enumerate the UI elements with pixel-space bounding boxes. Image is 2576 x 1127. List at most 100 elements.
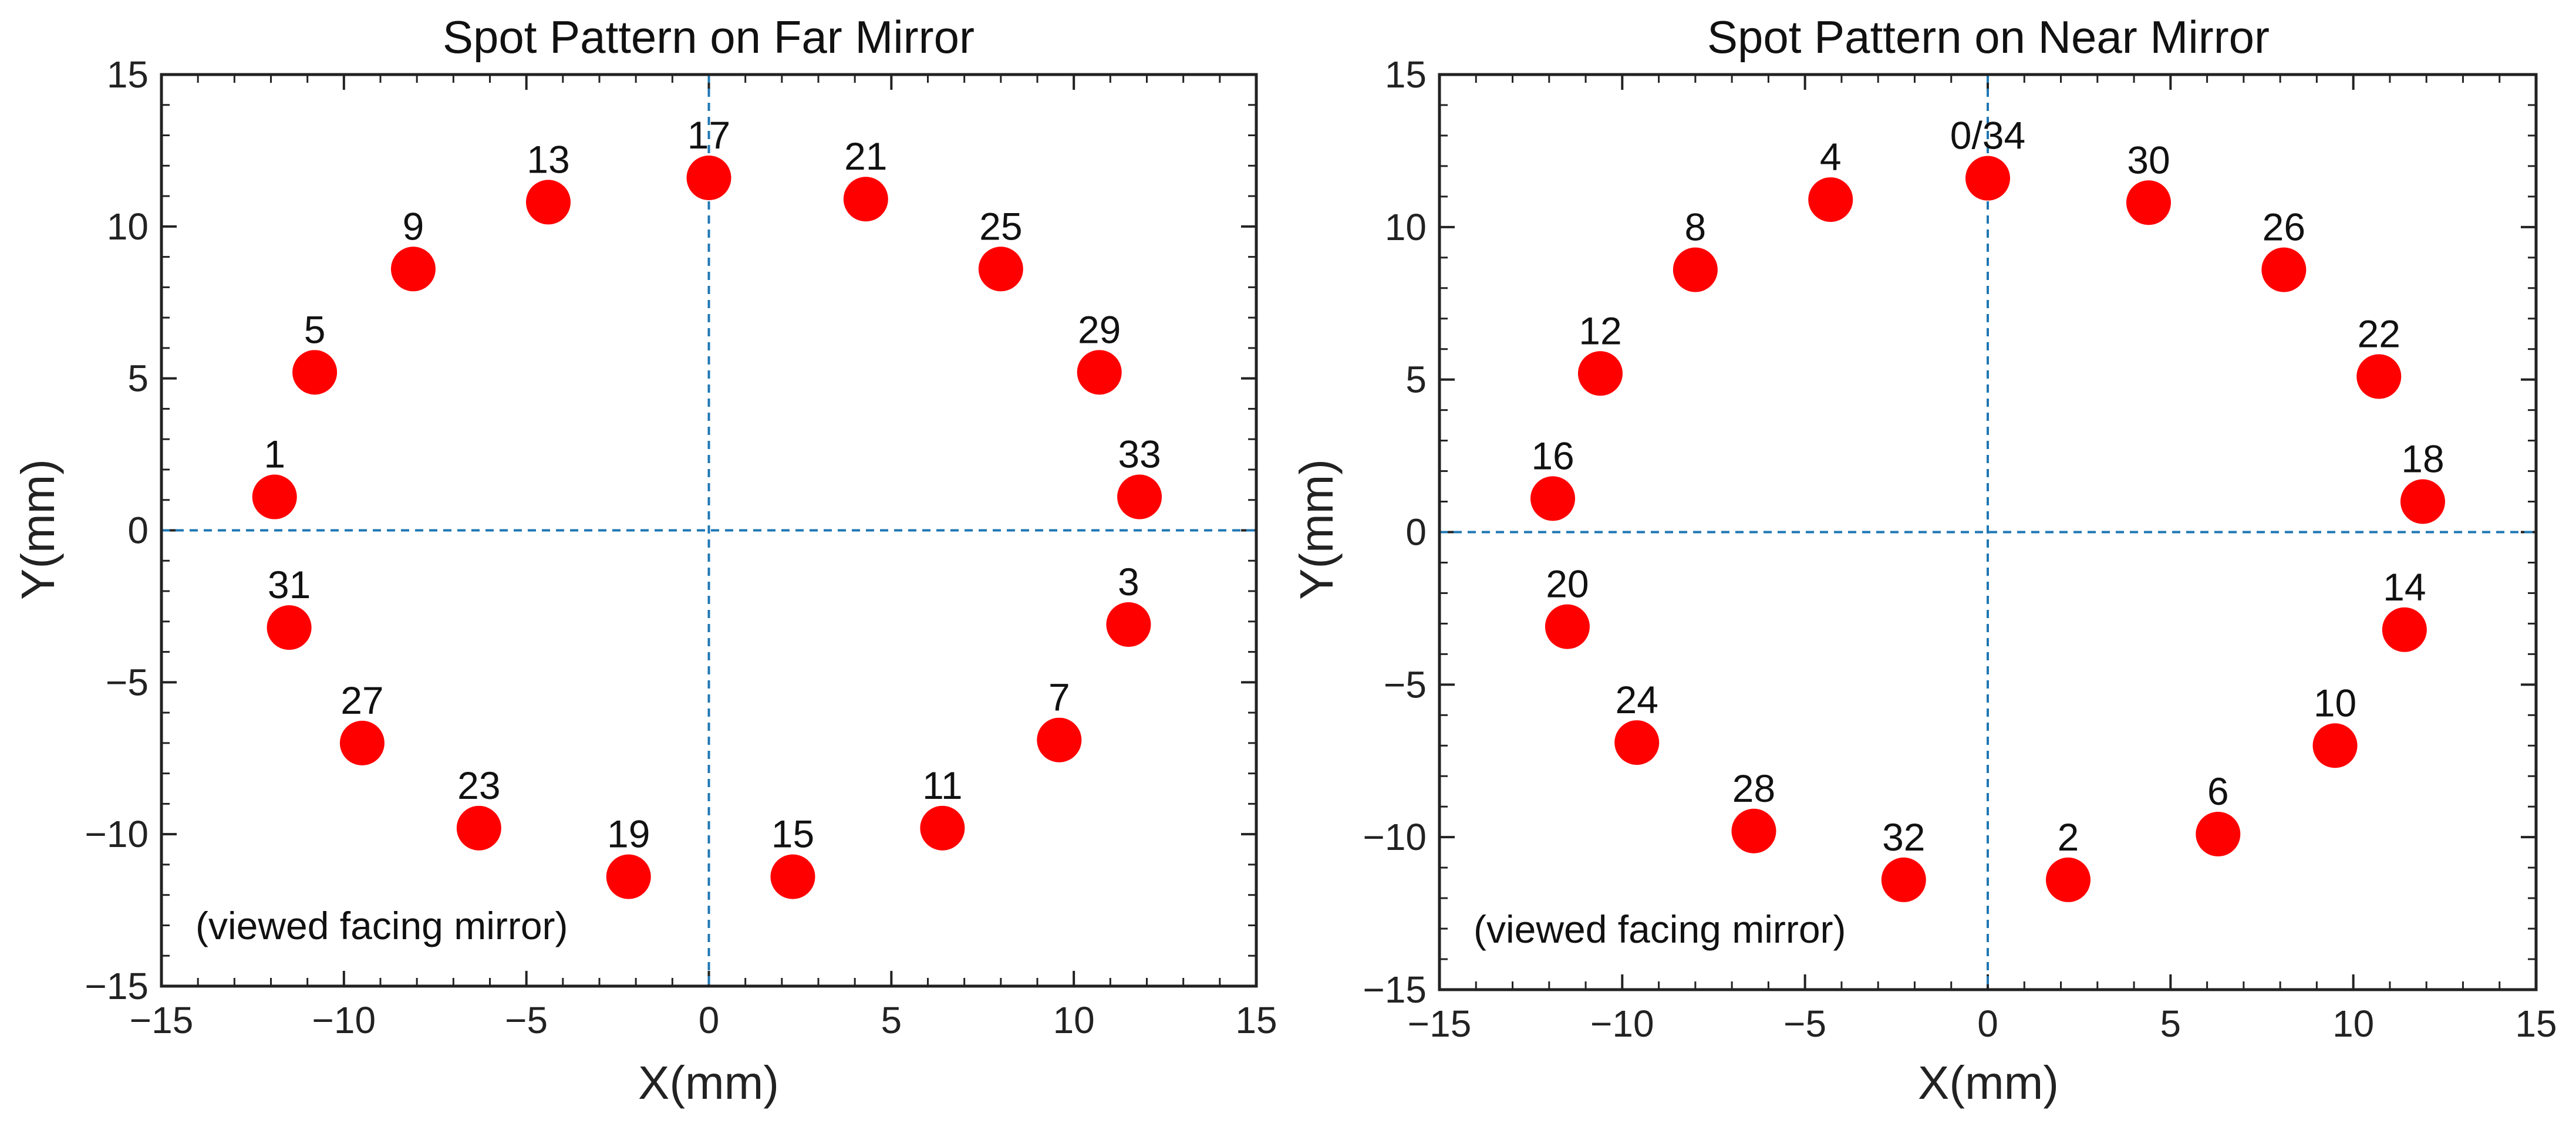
near-mirror-spot-label: 12 <box>1579 309 1621 352</box>
far-mirror-y-tick-label: −15 <box>85 965 149 1007</box>
far-mirror-x-tick-label: −15 <box>130 999 194 1041</box>
near-mirror-spot-label: 24 <box>1616 678 1658 721</box>
far-mirror-spot-27 <box>339 720 385 765</box>
near-mirror-x-tick-label: 15 <box>2515 1003 2557 1045</box>
near-mirror-x-label: X(mm) <box>1918 1057 2059 1109</box>
near-mirror-spot-label: 14 <box>2383 565 2426 609</box>
far-mirror-x-tick-label: 10 <box>1053 999 1095 1041</box>
far-mirror-x-label: X(mm) <box>638 1057 779 1109</box>
far-mirror-spot-1 <box>252 474 297 519</box>
near-mirror-spot-12 <box>1577 351 1623 396</box>
near-mirror-spot-14 <box>2382 607 2427 652</box>
far-mirror-orientation-note: (viewed facing mirror) <box>195 904 568 947</box>
far-mirror-spot-label: 17 <box>687 113 730 157</box>
near-mirror-spot-26 <box>2261 247 2307 292</box>
near-mirror-spot-28 <box>1731 808 1776 853</box>
far-mirror-x-tick-label: 0 <box>699 999 720 1041</box>
far-mirror-spot-5 <box>292 350 338 395</box>
near-mirror-spot-20 <box>1545 604 1590 649</box>
far-mirror-spot-label: 31 <box>268 563 311 606</box>
far-mirror-spot-29 <box>1077 350 1122 395</box>
near-mirror-spot-label: 8 <box>1685 205 1707 249</box>
far-mirror-spot-15 <box>770 854 815 899</box>
far-mirror-spot-label: 7 <box>1048 676 1070 719</box>
far-mirror-spot-label: 27 <box>340 679 383 722</box>
far-mirror-spot-label: 33 <box>1118 433 1161 476</box>
near-mirror-panel: Spot Pattern on Near Mirror X(mm) Y(mm) … <box>1290 11 2557 1109</box>
far-mirror-spot-19 <box>606 854 651 899</box>
near-mirror-x-tick-label: 10 <box>2332 1003 2374 1045</box>
far-mirror-x-tick-label: −5 <box>505 999 548 1041</box>
near-mirror-spot-label: 4 <box>1820 135 1842 178</box>
far-mirror-spot-7 <box>1037 717 1082 762</box>
far-mirror-spot-21 <box>843 177 888 222</box>
far-mirror-spot-label: 5 <box>304 308 326 351</box>
far-mirror-spot-label: 21 <box>844 134 887 178</box>
near-mirror-spot-18 <box>2400 479 2445 524</box>
near-mirror-x-tick-label: −10 <box>1590 1003 1654 1045</box>
far-mirror-y-tick-label: 15 <box>107 53 149 96</box>
near-mirror-y-tick-label: −15 <box>1363 969 1427 1011</box>
near-mirror-y-tick-label: 5 <box>1405 359 1427 401</box>
far-mirror-spot-33 <box>1117 474 1162 519</box>
near-mirror-spot-30 <box>2126 180 2171 225</box>
near-mirror-spot-32 <box>1881 857 1926 902</box>
far-mirror-spot-label: 19 <box>607 812 650 856</box>
near-mirror-y-label: Y(mm) <box>1290 459 1343 600</box>
near-mirror-spot-label: 6 <box>2207 770 2229 813</box>
far-mirror-spot-label: 29 <box>1078 308 1121 351</box>
far-mirror-spot-label: 13 <box>527 137 569 181</box>
near-mirror-x-tick-label: 0 <box>1977 1003 1998 1045</box>
near-mirror-spot-0-34 <box>1965 156 2010 201</box>
near-mirror-spot-label: 20 <box>1546 562 1589 606</box>
near-mirror-spot-label: 16 <box>1531 434 1574 477</box>
far-mirror-y-tick-label: −5 <box>106 661 149 703</box>
far-mirror-spot-label: 23 <box>457 764 500 807</box>
near-mirror-plot-frame <box>1438 73 2538 991</box>
far-mirror-spot-3 <box>1106 602 1151 647</box>
far-mirror-spot-31 <box>267 605 312 650</box>
near-mirror-orientation-note: (viewed facing mirror) <box>1474 907 1846 951</box>
near-mirror-spot-6 <box>2196 811 2241 856</box>
near-mirror-spot-label: 32 <box>1882 815 1925 859</box>
near-mirror-y-tick-label: −10 <box>1363 816 1427 858</box>
near-mirror-spot-label: 22 <box>2358 312 2400 355</box>
near-mirror-spot-8 <box>1673 247 1718 292</box>
near-mirror-spot-10 <box>2312 723 2358 768</box>
near-mirror-spot-4 <box>1808 177 1853 222</box>
far-mirror-spot-label: 11 <box>922 764 963 807</box>
far-mirror-title: Spot Pattern on Far Mirror <box>443 11 975 63</box>
far-mirror-spot-23 <box>456 805 501 851</box>
far-mirror-spot-11 <box>920 805 965 851</box>
near-mirror-spot-label: 2 <box>2058 815 2079 859</box>
near-mirror-x-tick-label: −5 <box>1783 1003 1826 1045</box>
near-mirror-spot-16 <box>1530 476 1576 521</box>
far-mirror-x-tick-label: 15 <box>1235 999 1277 1041</box>
far-mirror-spot-label: 1 <box>264 433 285 476</box>
near-mirror-x-tick-label: 5 <box>2160 1003 2181 1045</box>
near-mirror-spot-label: 10 <box>2314 681 2356 724</box>
near-mirror-title: Spot Pattern on Near Mirror <box>1707 11 2270 63</box>
near-mirror-spot-label: 26 <box>2263 205 2305 249</box>
far-mirror-y-tick-label: −10 <box>85 813 149 855</box>
far-mirror-panel: Spot Pattern on Far Mirror X(mm) Y(mm) (… <box>12 11 1277 1109</box>
near-mirror-spot-label: 28 <box>1732 767 1775 810</box>
near-mirror-axes: −15 −10 −5 0 5 10 15−15−10−50510150/3430262218… <box>1363 53 2557 1045</box>
near-mirror-spot-24 <box>1614 720 1660 765</box>
far-mirror-plot-frame <box>160 73 1258 988</box>
far-mirror-spot-13 <box>525 180 571 225</box>
far-mirror-y-label: Y(mm) <box>12 459 64 600</box>
near-mirror-spot-22 <box>2356 354 2402 399</box>
near-mirror-spot-label: 30 <box>2127 138 2170 181</box>
far-mirror-spot-17 <box>686 156 731 201</box>
near-mirror-y-tick-label: 15 <box>1385 53 1427 96</box>
far-mirror-spot-label: 3 <box>1118 560 1139 603</box>
far-mirror-y-tick-label: 5 <box>127 357 149 400</box>
far-mirror-x-tick-label: 5 <box>881 999 902 1041</box>
far-mirror-spot-25 <box>978 247 1023 292</box>
far-mirror-spot-label: 9 <box>403 204 424 248</box>
far-mirror-spot-label: 25 <box>979 204 1022 248</box>
far-mirror-x-tick-label: −10 <box>312 999 376 1041</box>
